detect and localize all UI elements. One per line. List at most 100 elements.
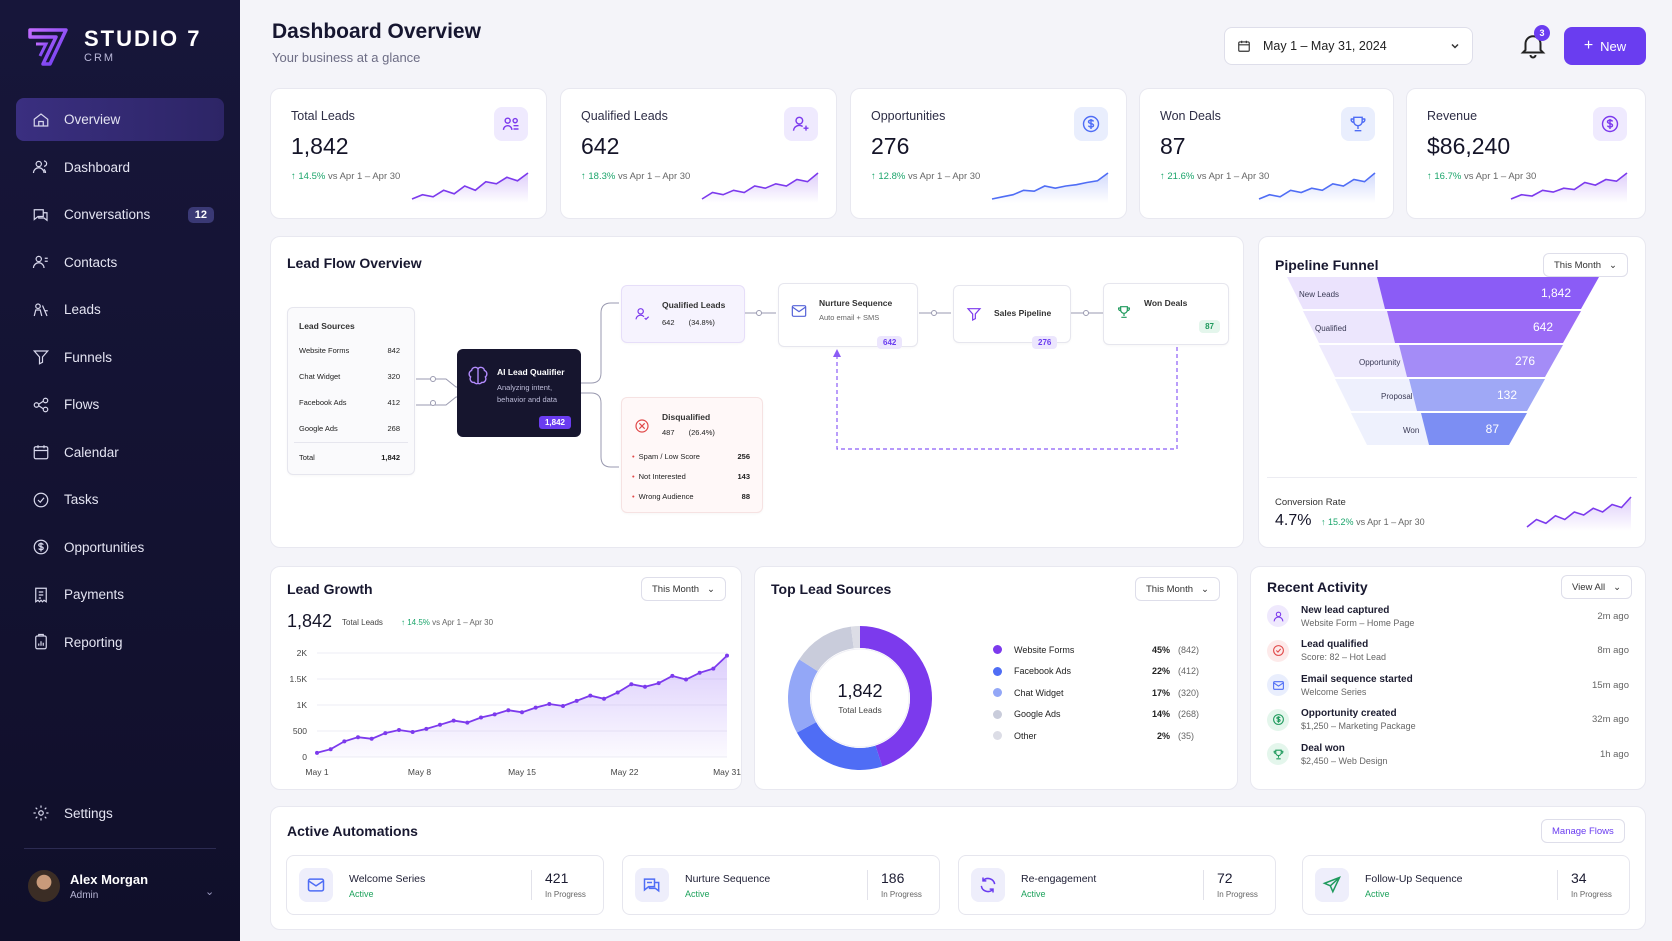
data-point[interactable] [643, 684, 647, 689]
donut-slice[interactable] [850, 626, 860, 649]
data-point[interactable] [574, 698, 579, 703]
sidebar-item-tasks[interactable]: Tasks [16, 478, 224, 521]
activity-item[interactable]: Deal won $2,450 – Web Design 1h ago [1267, 739, 1629, 769]
data-point[interactable] [711, 666, 716, 671]
data-point[interactable] [369, 736, 374, 741]
view-all-label: View All [1572, 581, 1606, 593]
settings-nav-item[interactable]: Settings [32, 804, 113, 822]
date-range-picker[interactable]: May 1 – May 31, 2024 [1224, 27, 1473, 65]
donut-slice[interactable] [796, 722, 883, 770]
data-point[interactable] [725, 653, 729, 658]
data-point[interactable] [684, 677, 688, 682]
top-sources-filter-select[interactable]: This Month ⌄ [1135, 577, 1220, 601]
sidebar-item-flows[interactable]: Flows [16, 383, 224, 426]
data-point[interactable] [410, 730, 415, 735]
activity-item[interactable]: New lead captured Website Form – Home Pag… [1267, 601, 1629, 631]
stat-card-qualified-leads[interactable]: Qualified Leads 642 ↑ 18.3% vs Apr 1 – Apr… [560, 88, 837, 219]
data-point[interactable] [588, 693, 593, 698]
won-deals-box[interactable]: Won Deals 87 [1103, 283, 1229, 345]
dollar-circle-icon [1082, 115, 1100, 133]
sidebar-item-dashboard[interactable]: Dashboard [16, 146, 224, 189]
data-point[interactable] [479, 715, 483, 720]
sales-pipeline-box[interactable]: Sales Pipeline 276 [953, 285, 1071, 349]
data-point[interactable] [315, 750, 319, 755]
qualified-leads-box[interactable]: Qualified Leads 642 (34.8%) [621, 285, 745, 343]
data-point[interactable] [492, 712, 497, 717]
stat-label: Won Deals [1160, 109, 1221, 123]
automation-card[interactable]: Welcome Series Active 421 In Progress [286, 855, 604, 915]
ai-qualifier-box[interactable]: AI Lead Qualifier Analyzing intent, beha… [457, 349, 581, 437]
y-tick-label: 2K [297, 648, 308, 658]
activity-item[interactable]: Opportunity created $1,250 – Marketing Pa… [1267, 705, 1629, 735]
data-point[interactable] [397, 727, 401, 732]
sidebar-item-opportunities[interactable]: Opportunities [16, 526, 224, 569]
brand-sub: CRM [84, 52, 116, 64]
data-point[interactable] [520, 710, 524, 715]
manage-flows-button[interactable]: Manage Flows [1541, 819, 1625, 843]
stat-card-won-deals[interactable]: Won Deals 87 ↑ 21.6% vs Apr 1 – Apr 30 [1139, 88, 1394, 219]
funnel-filter-select[interactable]: This Month ⌄ [1543, 253, 1628, 277]
data-point[interactable] [697, 670, 702, 675]
automation-card[interactable]: Nurture Sequence Active 186 In Progress [622, 855, 940, 915]
funnel-bar[interactable] [1377, 277, 1599, 309]
activity-item[interactable]: Lead qualified Score: 82 – Hot Lead 8m ago [1267, 636, 1629, 666]
stat-label: Revenue [1427, 109, 1478, 123]
funnel-bar[interactable] [1409, 379, 1545, 411]
data-point[interactable] [602, 696, 606, 701]
donut-slice[interactable] [788, 659, 818, 733]
user-role: Admin [70, 889, 99, 901]
data-point[interactable] [356, 735, 360, 740]
data-point[interactable] [328, 747, 333, 752]
chevron-down-icon[interactable]: ⌄ [205, 886, 215, 898]
data-point[interactable] [533, 705, 538, 710]
data-point[interactable] [506, 708, 511, 713]
nurture-title: Nurture Sequence [819, 298, 893, 308]
brand-logo[interactable]: STUDIO 7 CRM [28, 26, 201, 66]
sidebar-item-conversations[interactable]: Conversations 12 [16, 193, 224, 236]
donut-slice[interactable] [799, 626, 854, 672]
funnel-bar[interactable] [1399, 345, 1563, 377]
sidebar-item-contacts[interactable]: Contacts [16, 241, 224, 284]
donut-slice[interactable] [860, 626, 932, 767]
data-point[interactable] [670, 673, 675, 678]
funnel-bar[interactable] [1421, 413, 1527, 445]
data-point[interactable] [547, 701, 552, 706]
nurture-sequence-box[interactable]: Nurture Sequence Auto email + SMS 642 [778, 283, 918, 349]
stat-card-opportunities[interactable]: Opportunities 276 ↑ 12.8% vs Apr 1 – Apr 3… [850, 88, 1127, 219]
data-point[interactable] [438, 722, 442, 727]
data-point[interactable] [451, 718, 456, 723]
disqualified-box[interactable]: Disqualified 487 (26.4%) • Spam / Low Sco… [621, 397, 763, 513]
stat-card-total-leads[interactable]: Total Leads 1,842 ↑ 14.5% vs Apr 1 – Apr 3… [270, 88, 547, 219]
lead-growth-title: Lead Growth [287, 581, 373, 597]
new-button[interactable]: + New [1564, 27, 1646, 65]
sidebar-item-funnels[interactable]: Funnels [16, 336, 224, 379]
funnel-bar[interactable] [1387, 311, 1581, 343]
legend-label: Other [1014, 730, 1037, 741]
sidebar-item-calendar[interactable]: Calendar [16, 431, 224, 474]
data-point[interactable] [383, 731, 388, 736]
bullet-icon: • [632, 492, 635, 501]
user-profile[interactable]: Alex Morgan Admin [28, 870, 148, 902]
data-point[interactable] [465, 720, 470, 725]
data-point[interactable] [615, 690, 620, 695]
view-all-button[interactable]: View All ⌄ [1561, 575, 1633, 599]
sidebar-item-leads[interactable]: Leads [16, 288, 224, 331]
sidebar-item-reporting[interactable]: Reporting [16, 621, 224, 664]
data-point[interactable] [342, 739, 347, 744]
lead-growth-filter-select[interactable]: This Month ⌄ [641, 577, 726, 601]
data-point[interactable] [424, 726, 429, 731]
automation-card[interactable]: Follow-Up Sequence Active 34 In Progress [1302, 855, 1630, 915]
lead-growth-value-label: Total Leads [342, 618, 383, 627]
data-point[interactable] [656, 681, 661, 686]
sidebar-item-label: Funnels [64, 349, 113, 365]
sidebar-item-overview[interactable]: Overview [16, 98, 224, 141]
data-point[interactable] [629, 682, 634, 687]
sidebar-item-payments[interactable]: Payments [16, 573, 224, 616]
activity-item[interactable]: Email sequence started Welcome Series 15m … [1267, 670, 1629, 700]
qualified-value: 642 [662, 318, 675, 327]
legend-count: (320) [1178, 687, 1200, 698]
data-point[interactable] [561, 704, 565, 709]
stat-card-revenue[interactable]: Revenue $86,240 ↑ 16.7% vs Apr 1 – Apr 30 [1406, 88, 1646, 219]
automation-card[interactable]: Re-engagement Active 72 In Progress [958, 855, 1276, 915]
sidebar-item-label: Tasks [64, 492, 99, 507]
